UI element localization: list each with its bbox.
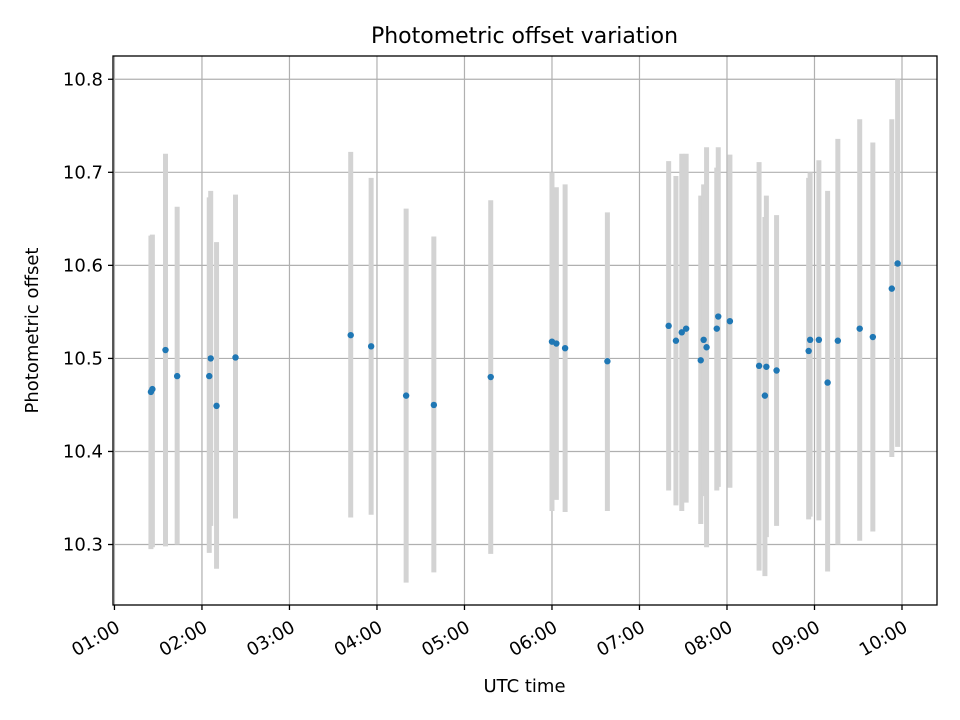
x-axis: 01:00 02:00 03:00 04:00 05:00 06:00 07:00 08:00… (68, 605, 911, 661)
data-point (678, 329, 685, 336)
data-point (894, 260, 901, 267)
data-point (715, 313, 722, 320)
x-axis-label: UTC time (483, 676, 565, 697)
data-point (207, 355, 214, 362)
error-bars (148, 79, 901, 583)
data-point (834, 337, 842, 344)
data-point (213, 402, 220, 410)
data-point (869, 333, 877, 341)
data-point (856, 325, 863, 332)
data-point (561, 344, 569, 352)
data-point (806, 336, 814, 344)
x-tick-label: 05:00 (418, 617, 473, 661)
data-point (665, 322, 672, 330)
data-point (888, 285, 895, 292)
data-point (824, 379, 831, 386)
data-point (805, 347, 812, 355)
data-point (487, 373, 494, 381)
data-point (700, 336, 707, 344)
y-tick-label: 10.3 (63, 535, 103, 556)
y-tick-label: 10.8 (63, 69, 103, 90)
data-point (162, 346, 169, 354)
x-tick-label: 07:00 (593, 617, 648, 661)
data-point (430, 401, 438, 409)
data-point (755, 362, 763, 370)
data-point (697, 357, 704, 364)
data-point (773, 367, 780, 374)
x-tick-label: 08:00 (681, 617, 736, 661)
data-point (682, 325, 690, 332)
x-tick-label: 04:00 (331, 617, 386, 661)
x-tick-label: 03:00 (243, 617, 298, 661)
x-tick-label: 02:00 (156, 617, 211, 661)
x-tick-label: 10:00 (856, 617, 911, 661)
data-point (726, 317, 734, 325)
x-tick-label: 09:00 (768, 617, 823, 661)
y-tick-label: 10.7 (63, 162, 103, 183)
y-tick-label: 10.6 (63, 255, 103, 276)
data-point (367, 343, 375, 350)
chart-title: Photometric offset variation (371, 24, 678, 49)
y-tick-label: 10.4 (63, 441, 103, 462)
data-point (761, 392, 769, 399)
data-point (815, 336, 823, 344)
data-point (173, 372, 181, 380)
y-tick-label: 10.5 (63, 348, 103, 369)
data-point (604, 358, 611, 365)
data-points (147, 260, 901, 410)
data-point (672, 337, 680, 344)
data-point (149, 385, 156, 393)
data-point (232, 354, 239, 361)
data-point (703, 344, 710, 351)
y-axis: 10.3 10.4 10.5 10.6 10.7 10.8 (63, 69, 113, 556)
data-point (553, 340, 560, 347)
x-tick-label: 06:00 (506, 617, 561, 661)
x-tick-label: 01:00 (68, 617, 123, 661)
data-point (347, 331, 354, 339)
data-point (206, 372, 213, 380)
data-point (763, 363, 770, 370)
data-point (713, 325, 720, 332)
plot-frame (112, 55, 938, 606)
data-point (402, 392, 410, 399)
y-axis-label: Photometric offset (22, 248, 43, 414)
